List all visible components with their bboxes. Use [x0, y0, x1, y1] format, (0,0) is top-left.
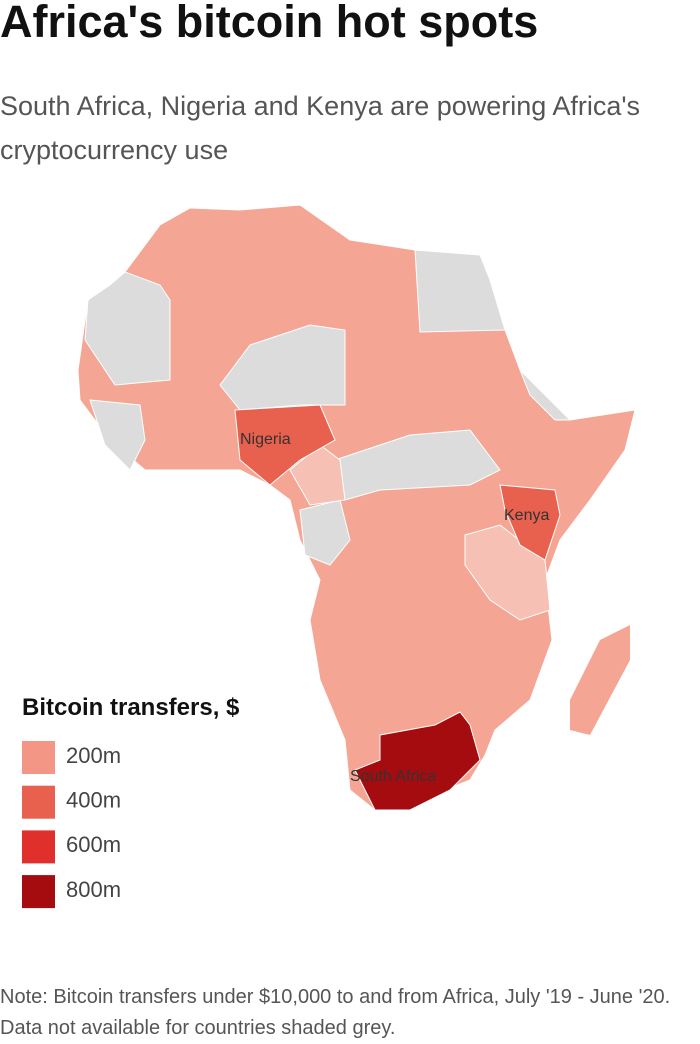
grey-region	[519, 369, 572, 421]
grey-region	[89, 399, 146, 471]
grey-region	[414, 249, 506, 333]
legend-label: 600m	[66, 832, 121, 857]
grey-region	[84, 271, 171, 386]
legend-label: 200m	[66, 743, 121, 768]
legend-label: 400m	[66, 788, 121, 813]
country-label: Nigeria	[240, 431, 291, 448]
country-label: South Africa	[350, 768, 436, 785]
legend-label: 800m	[66, 877, 121, 902]
legend-swatch	[22, 785, 55, 819]
country	[234, 404, 336, 486]
country	[499, 484, 561, 561]
grey-region	[219, 324, 346, 411]
map: Nigeria Kenya South Africa Bitcoin trans…	[22, 204, 636, 909]
legend-title: Bitcoin transfers, $	[22, 694, 240, 721]
title: Africa's bitcoin hot spots	[0, 0, 539, 47]
legend: 200m 400m 600m 800m	[22, 741, 121, 909]
madagascar	[570, 625, 630, 735]
note: Note: Bitcoin transfers under $10,000 to…	[0, 986, 671, 1039]
subtitle: South Africa, Nigeria and Kenya are powe…	[0, 91, 641, 165]
grey-region	[334, 429, 501, 501]
country	[354, 711, 481, 811]
legend-swatch	[22, 875, 55, 909]
country-label: Kenya	[504, 507, 549, 524]
legend-swatch	[22, 741, 55, 774]
legend-swatch	[22, 830, 55, 864]
